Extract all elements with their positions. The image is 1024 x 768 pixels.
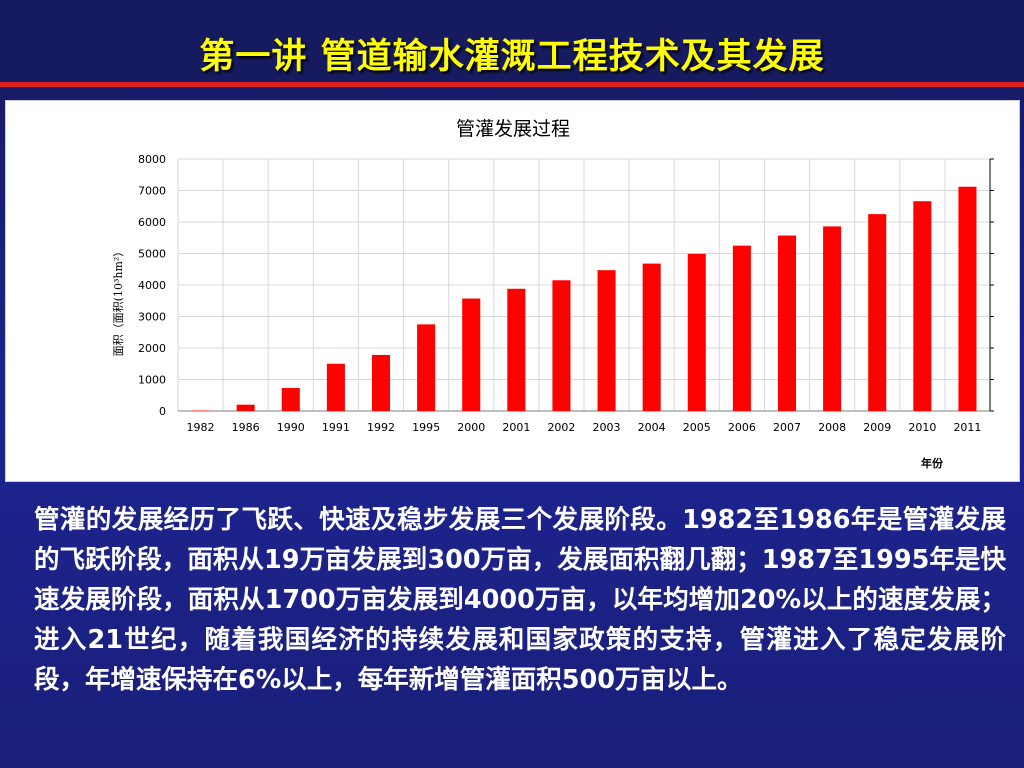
x-axis-label: 年份	[921, 456, 944, 470]
x-tick-label: 2007	[773, 421, 801, 434]
y-tick-label: 2000	[138, 342, 166, 355]
slide-title: 第一讲 管道输水灌溉工程技术及其发展	[199, 37, 825, 77]
x-tick-label: 2005	[683, 421, 711, 434]
bar-2004	[642, 263, 661, 411]
bar-2006	[732, 245, 751, 411]
y-tick-label: 0	[159, 405, 166, 418]
chart-title: 管灌发展过程	[456, 118, 570, 140]
x-tick-label: 1991	[322, 421, 350, 434]
gridlines	[177, 158, 991, 412]
bar-2002	[552, 280, 571, 411]
bar-1995	[417, 324, 436, 411]
x-tick-label: 2010	[908, 421, 936, 434]
axes	[178, 158, 994, 412]
bar-1991	[326, 363, 345, 411]
x-tick-label: 1995	[412, 421, 440, 434]
y-tick-label: 4000	[138, 279, 166, 292]
y-axis-label: 面积（面积(10³hm²）	[112, 246, 125, 357]
y-tick-label: 6000	[138, 216, 166, 229]
bar-chart: 管灌发展过程 0 1000 2000 3000 4000 5000 6000 7000 8000…	[112, 118, 994, 470]
x-tick-label: 2011	[953, 421, 981, 434]
bar-2003	[597, 270, 616, 411]
y-tick-label: 5000	[138, 248, 166, 261]
y-tick-labels: 0 1000 2000 3000 4000 5000 6000 7000 8000	[138, 153, 166, 418]
x-tick-label: 2003	[593, 421, 621, 434]
y-tick-label: 7000	[138, 185, 166, 198]
bar-2010	[913, 201, 932, 411]
bar-2001	[507, 288, 526, 411]
y-tick-label: 1000	[138, 374, 166, 387]
bar-2009	[868, 214, 887, 411]
x-tick-label: 2001	[502, 421, 530, 434]
x-tick-label: 1992	[367, 421, 395, 434]
x-tick-label: 2008	[818, 421, 846, 434]
bar-2011	[958, 186, 977, 411]
x-tick-label: 1990	[277, 421, 305, 434]
bars	[191, 186, 977, 411]
x-tick-label: 2006	[728, 421, 756, 434]
x-tick-labels: 1982 1986 1990 1991 1992 1995 2000 2001 2002 2003…	[187, 421, 982, 434]
title-divider	[0, 82, 1024, 87]
y-tick-label: 8000	[138, 153, 166, 166]
bar-1992	[371, 354, 391, 411]
x-tick-label: 2009	[863, 421, 891, 434]
bar-1990	[281, 388, 300, 411]
x-tick-label: 2004	[638, 421, 666, 434]
bar-1986	[236, 404, 255, 411]
x-tick-label: 2002	[547, 421, 575, 434]
x-tick-label: 1986	[232, 421, 260, 434]
title-bar	[0, 0, 1024, 82]
y-tick-label: 3000	[138, 311, 166, 324]
chart-panel: 管灌发展过程 0 1000 2000 3000 4000 5000 6000 7000 8000…	[5, 100, 1020, 482]
body-paragraph: 管灌的发展经历了飞跃、快速及稳步发展三个发展阶段。1982至1986年是管灌发展…	[34, 505, 1006, 695]
bar-2000	[462, 298, 481, 411]
bar-2007	[777, 235, 797, 411]
bar-2008	[823, 226, 842, 411]
x-tick-label: 1982	[187, 421, 215, 434]
bar-2005	[687, 253, 706, 411]
x-tick-label: 2000	[457, 421, 485, 434]
